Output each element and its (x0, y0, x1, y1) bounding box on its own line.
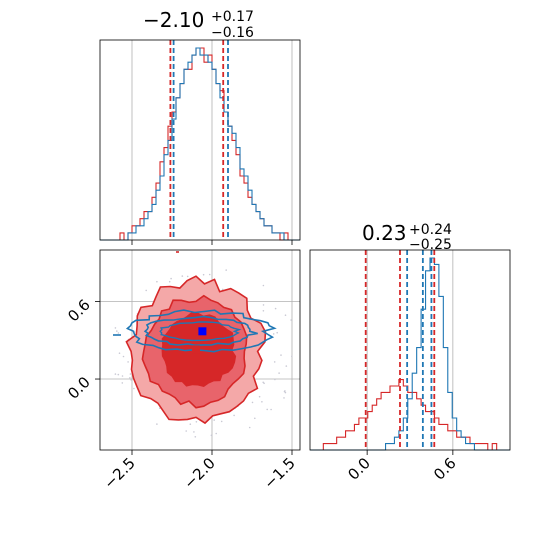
sample-point (274, 307, 277, 310)
sample-point (284, 390, 286, 392)
x-tick-label: −2.5 (100, 454, 138, 492)
sample-point (262, 310, 265, 312)
sample-point (221, 288, 224, 291)
sample-point (145, 289, 147, 292)
panel-frame (99, 39, 301, 241)
sample-point (263, 382, 265, 385)
x-tick-label: 0.0 (344, 454, 374, 484)
blue-contour-middle (143, 315, 258, 347)
panel-frame (99, 249, 301, 451)
sample-point (278, 372, 280, 374)
blue-marker (198, 327, 207, 336)
sample-point (195, 421, 198, 423)
sample-point (280, 354, 282, 356)
histogram-panel-x: −2.10 +0.17 −0.16 (99, 8, 301, 245)
sample-point (168, 280, 171, 283)
sample-point (129, 377, 131, 379)
sample-point (262, 284, 265, 287)
sample-point (220, 420, 223, 423)
x-tick-label: −2.0 (180, 454, 218, 492)
sample-point (156, 280, 158, 283)
sample-point (189, 423, 192, 426)
sample-point (156, 423, 158, 425)
sample-point (290, 319, 292, 321)
title-sup-x: +0.17 (211, 9, 254, 25)
sample-point (283, 397, 285, 399)
sample-point (114, 327, 117, 329)
sample-point (266, 408, 269, 411)
sample-point (254, 417, 256, 420)
sample-point (262, 304, 265, 306)
sample-point (215, 432, 217, 435)
sample-point (261, 401, 263, 403)
sample-point (194, 436, 197, 438)
sample-point (233, 414, 235, 417)
sample-point (186, 275, 189, 278)
sample-point (208, 273, 211, 276)
sample-point (121, 375, 124, 377)
blue-contour-inner (159, 321, 242, 342)
sample-point (273, 361, 276, 363)
red-marker (192, 345, 200, 354)
sample-point (117, 332, 120, 334)
sample-point (285, 365, 288, 367)
sample-point (114, 373, 117, 375)
sample-point (284, 391, 287, 394)
histogram-step (100, 47, 300, 241)
sample-point (213, 419, 215, 421)
y-tick-label: 0.6 (64, 296, 94, 326)
blue-contour-outer (125, 309, 277, 353)
sample-point (251, 401, 254, 404)
x-tick-label: 0.6 (430, 454, 460, 484)
sample-point (181, 275, 184, 277)
title-sup-y: +0.24 (409, 222, 452, 238)
sample-point (185, 430, 187, 432)
title-sub-y: −0.25 (409, 237, 452, 253)
title-main-y: 0.23 (362, 221, 407, 245)
sample-point (129, 373, 132, 375)
sample-point (270, 408, 272, 411)
sample-point (117, 373, 120, 376)
sample-point (193, 431, 195, 433)
sample-point (118, 352, 121, 355)
histogram-step (310, 257, 510, 451)
sample-point (122, 355, 125, 358)
sample-point (258, 395, 261, 398)
sample-point (133, 387, 135, 390)
sample-point (274, 378, 276, 381)
histogram-step (100, 47, 300, 241)
sample-point (276, 331, 279, 334)
contour-panel: −2.5 −2.0 −1.5 0.6 0.0 (64, 249, 301, 493)
sample-point (116, 330, 118, 332)
title-sub-x: −0.16 (211, 25, 254, 41)
panel-frame (309, 249, 511, 451)
sample-point (130, 379, 132, 381)
histogram-step (310, 379, 510, 451)
x-tick-label: −1.5 (260, 454, 298, 492)
sample-point (291, 355, 293, 358)
sample-point (225, 269, 227, 271)
title-main-x: −2.10 (143, 8, 204, 32)
sample-point (121, 382, 124, 384)
sample-point (170, 277, 172, 280)
sample-point (284, 314, 287, 317)
sample-point (248, 426, 251, 429)
histogram-panel-y: 0.0 0.6 0.23 +0.24 −0.25 (309, 221, 511, 484)
sample-point (202, 273, 205, 276)
sample-point (210, 434, 213, 437)
sample-point (127, 361, 129, 363)
sample-point (272, 333, 275, 335)
y-tick-label: 0.0 (64, 373, 94, 403)
